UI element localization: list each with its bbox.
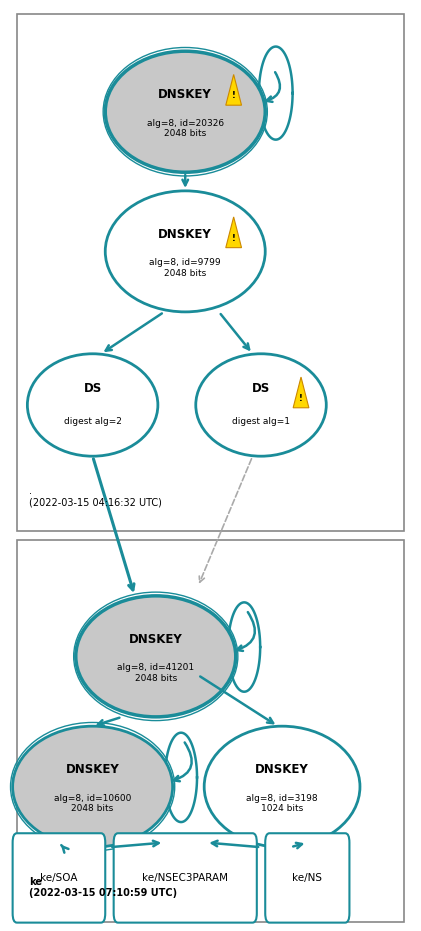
Text: !: ! xyxy=(232,234,236,243)
Text: alg=8, id=3198
1024 bits: alg=8, id=3198 1024 bits xyxy=(246,794,318,813)
Text: digest alg=2: digest alg=2 xyxy=(64,417,122,426)
FancyBboxPatch shape xyxy=(17,14,404,531)
FancyBboxPatch shape xyxy=(17,540,404,922)
Text: ke/NSEC3PARAM: ke/NSEC3PARAM xyxy=(142,873,228,883)
Text: DNSKEY: DNSKEY xyxy=(158,88,212,101)
Ellipse shape xyxy=(196,354,326,456)
Text: ke/SOA: ke/SOA xyxy=(40,873,78,883)
Text: DNSKEY: DNSKEY xyxy=(129,633,183,646)
Text: ke
(2022-03-15 07:10:59 UTC): ke (2022-03-15 07:10:59 UTC) xyxy=(29,877,178,898)
Text: .
(2022-03-15 04:16:32 UTC): . (2022-03-15 04:16:32 UTC) xyxy=(29,486,163,507)
Ellipse shape xyxy=(27,354,158,456)
Text: DS: DS xyxy=(83,382,102,395)
Ellipse shape xyxy=(105,51,265,172)
Text: alg=8, id=41201
2048 bits: alg=8, id=41201 2048 bits xyxy=(117,664,195,682)
Ellipse shape xyxy=(105,191,265,312)
FancyBboxPatch shape xyxy=(265,833,349,923)
Ellipse shape xyxy=(204,726,360,847)
Text: alg=8, id=9799
2048 bits: alg=8, id=9799 2048 bits xyxy=(149,259,221,277)
Polygon shape xyxy=(293,377,309,408)
Ellipse shape xyxy=(13,726,173,847)
Text: !: ! xyxy=(232,91,236,101)
Text: !: ! xyxy=(299,394,303,403)
Polygon shape xyxy=(226,74,242,105)
Text: DNSKEY: DNSKEY xyxy=(255,763,309,776)
FancyBboxPatch shape xyxy=(13,833,105,923)
Text: DS: DS xyxy=(252,382,270,395)
Text: alg=8, id=20326
2048 bits: alg=8, id=20326 2048 bits xyxy=(147,119,224,138)
Text: alg=8, id=10600
2048 bits: alg=8, id=10600 2048 bits xyxy=(54,794,131,813)
Ellipse shape xyxy=(76,596,236,717)
FancyBboxPatch shape xyxy=(114,833,257,923)
Text: ke/NS: ke/NS xyxy=(292,873,322,883)
Polygon shape xyxy=(226,217,242,248)
Text: DNSKEY: DNSKEY xyxy=(158,228,212,241)
Text: digest alg=1: digest alg=1 xyxy=(232,417,290,426)
Text: DNSKEY: DNSKEY xyxy=(66,763,120,776)
